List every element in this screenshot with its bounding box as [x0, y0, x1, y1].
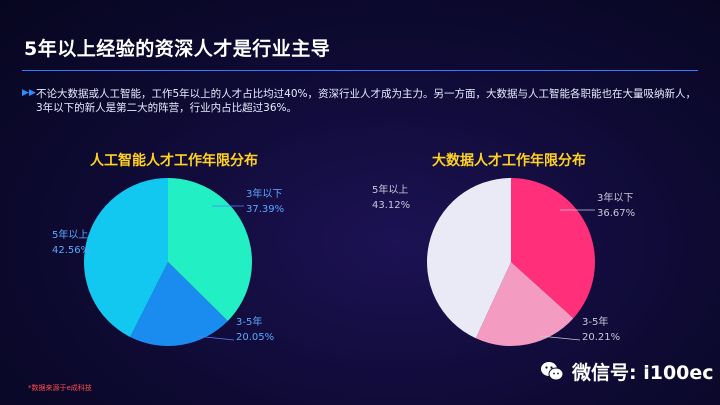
pie-1-label-1: 3-5年	[582, 315, 608, 328]
pie-1-value-2: 43.12%	[372, 200, 410, 211]
pie-0-leader-1	[195, 335, 235, 341]
intro-line-1: 不论大数据或人工智能，工作5年以上的人才占比均过40%，资深行业人才成为主力。另…	[36, 88, 697, 100]
pie-0-slice-2	[84, 178, 168, 337]
pie-1-value-0: 36.67%	[597, 208, 635, 219]
pie-0-label-2: 5年以上	[52, 228, 88, 241]
wechat-icon	[541, 362, 564, 381]
pie-0-slice-1	[130, 262, 228, 347]
wechat-watermark: 微信号: i100ec	[540, 356, 714, 386]
title-divider	[22, 70, 698, 71]
pie-1-slice-2	[427, 178, 511, 339]
pie-1-leader-1	[539, 335, 581, 341]
pie-1-slice-0	[511, 178, 595, 319]
pie-0-label-0: 3年以下	[246, 187, 282, 200]
pie-0-slice-0	[168, 178, 253, 321]
pie-0-value-1: 20.05%	[236, 332, 274, 343]
pie-0-value-2: 42.56%	[52, 245, 90, 256]
pie-1-label-0: 3年以下	[597, 191, 633, 204]
intro-line-2: 3年以下的新人是第二大的阵营，行业内占比超过36%。	[36, 102, 298, 114]
watermark-text: 微信号: i100ec	[572, 361, 714, 384]
pie-1-value-1: 20.21%	[582, 332, 620, 343]
chart-title-ai: 人工智能人才工作年限分布	[90, 153, 258, 169]
double-chevron-icon: ▶▶	[22, 88, 36, 98]
chart-title-bigdata: 大数据人才工作年限分布	[432, 153, 586, 169]
pie-1-slice-1	[475, 262, 574, 346]
pie-0-label-1: 3-5年	[236, 315, 262, 328]
source-note: *数据来源于e成科技	[28, 384, 92, 392]
pie-0-value-0: 37.39%	[246, 204, 284, 215]
page-title: 5年以上经验的资深人才是行业主导	[24, 38, 331, 60]
pie-1-label-2: 5年以上	[372, 183, 408, 196]
